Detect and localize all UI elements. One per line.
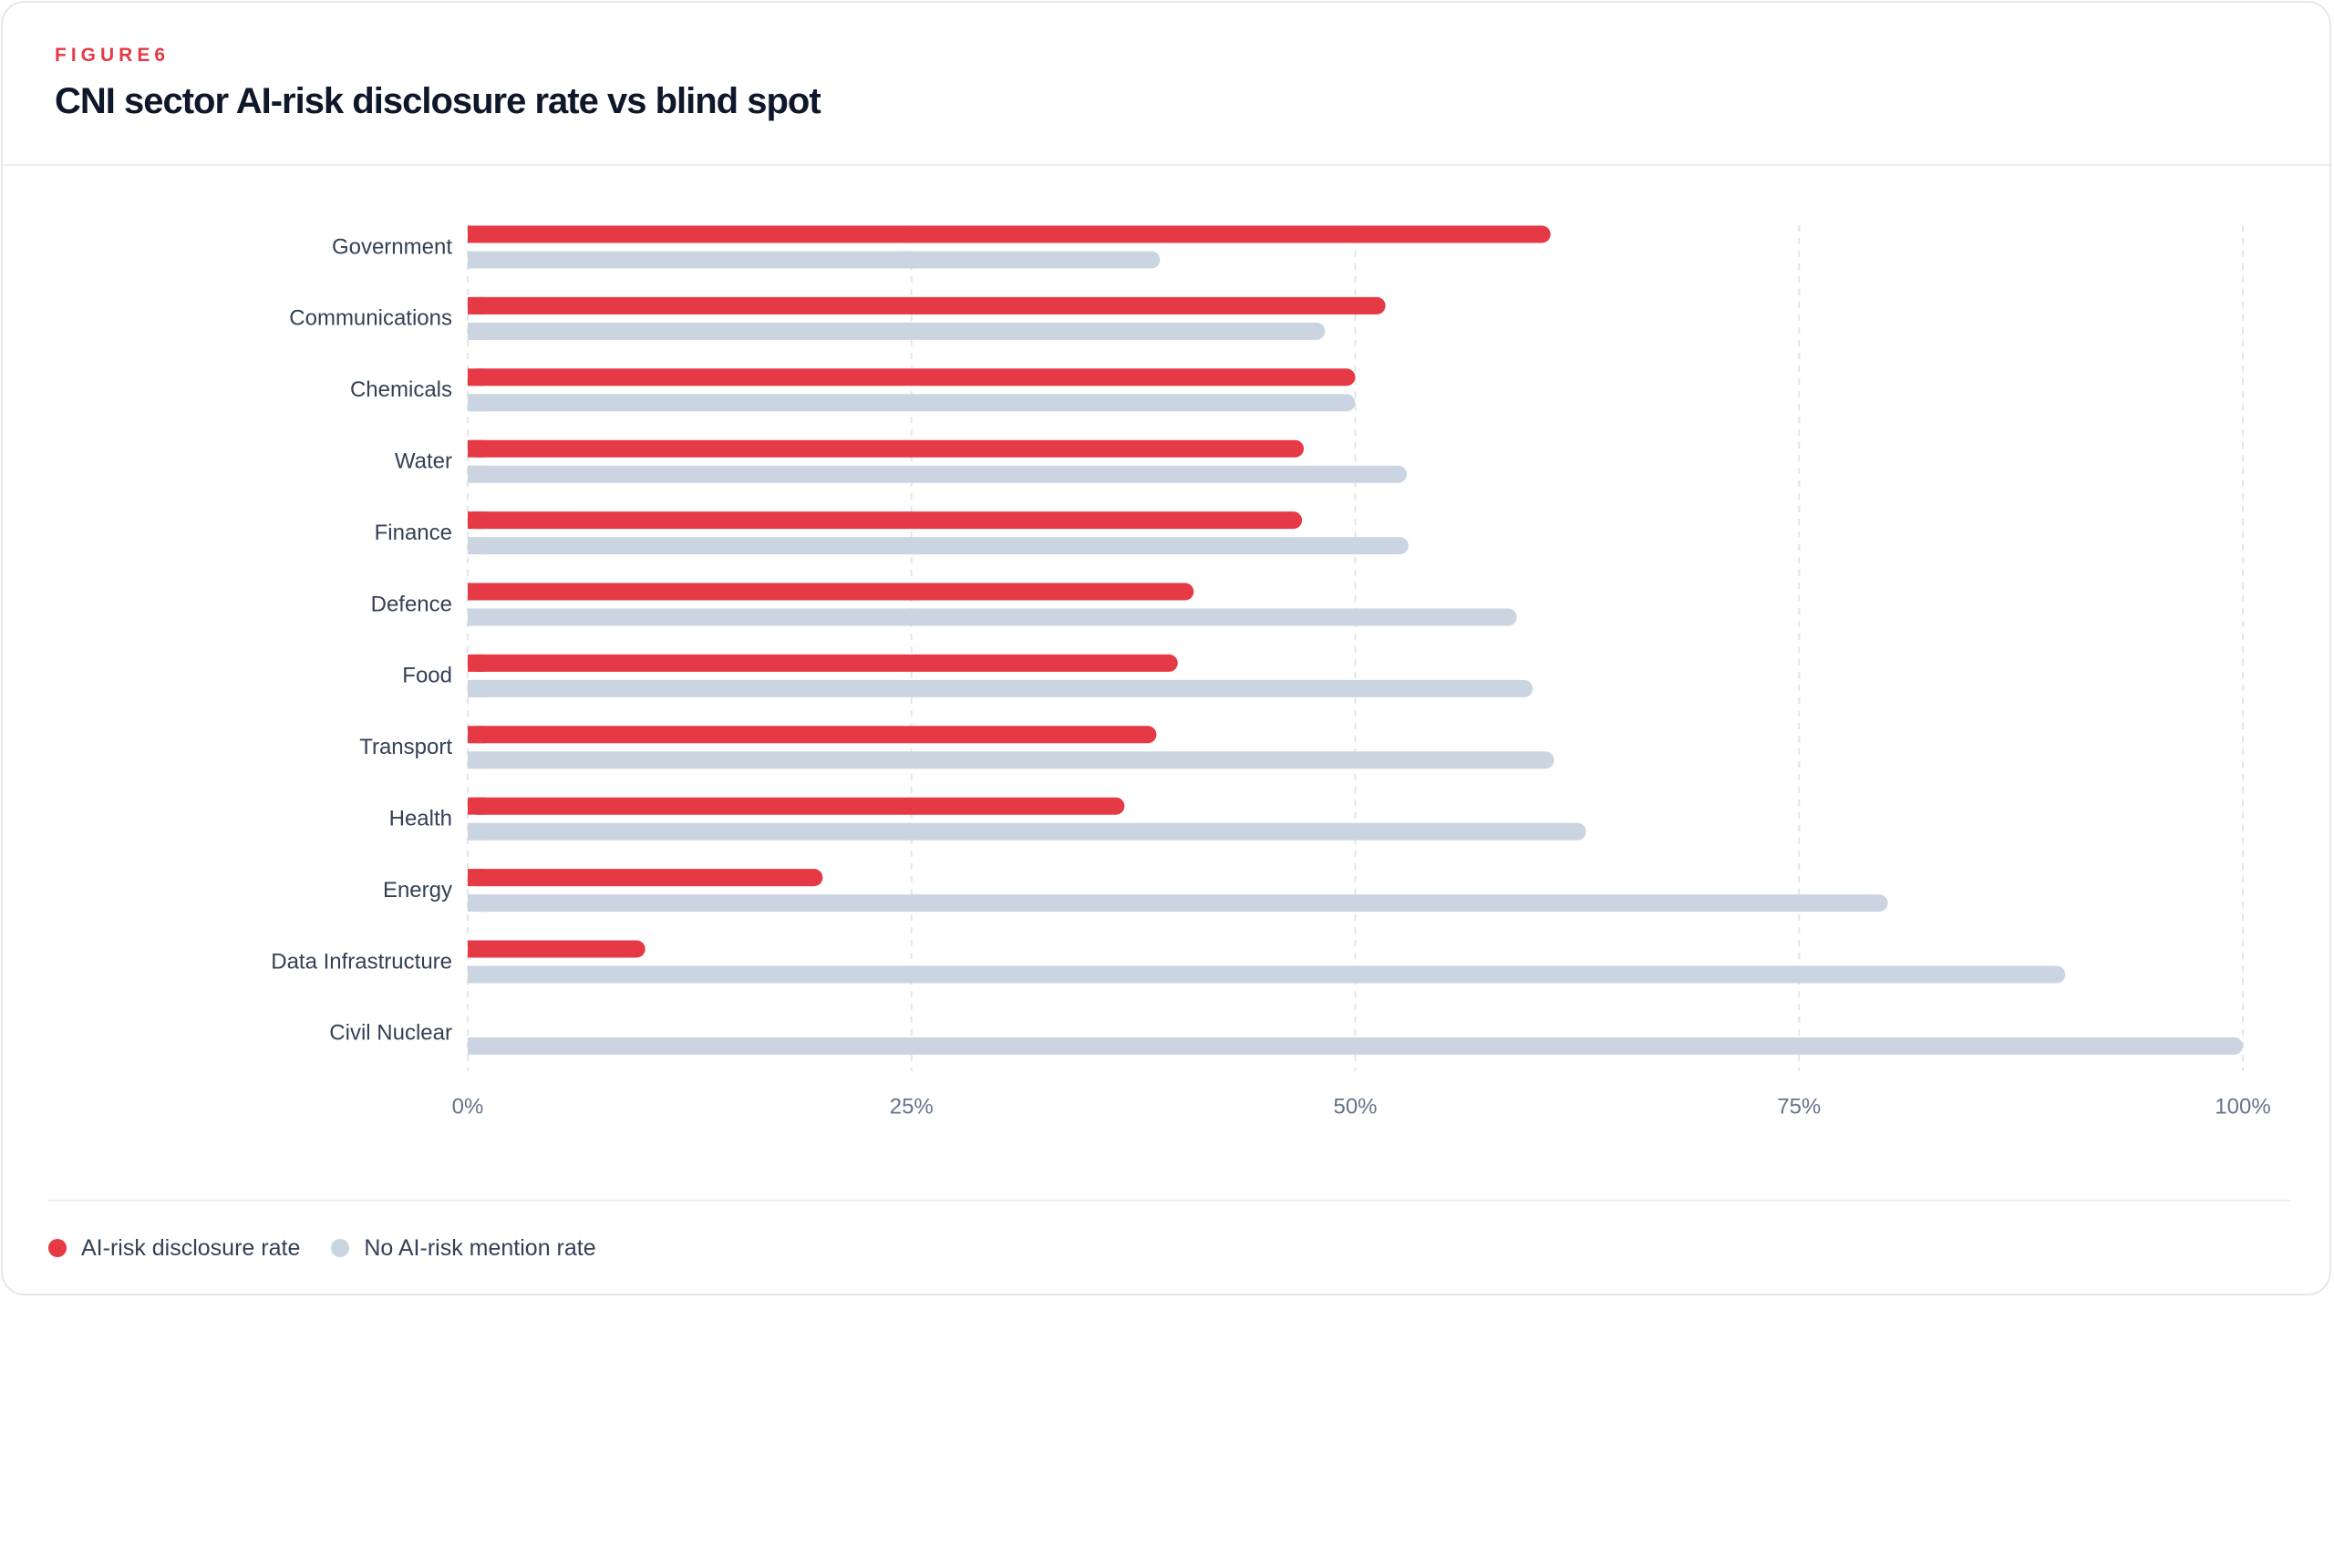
bar-no-mention[interactable] [468, 322, 1326, 340]
bar-no-mention-base [468, 537, 485, 555]
bar-disclosure-base [468, 654, 485, 672]
bar-disclosure-base [468, 726, 485, 744]
legend-label-no-mention: No AI-risk mention rate [364, 1234, 596, 1261]
figure-label: FIGURE6 [55, 45, 170, 66]
category-label: Health [389, 807, 452, 831]
bar-disclosure[interactable] [468, 296, 1386, 315]
bar-no-mention-base [468, 965, 485, 984]
category-label: Water [395, 449, 452, 474]
category-label: Government [332, 234, 452, 259]
bar-disclosure[interactable] [468, 797, 1125, 815]
x-axis-ticks: 0% 25% 50% 75% 100% [452, 1094, 2271, 1119]
bar-disclosure-base [468, 940, 485, 958]
grid-lines [467, 225, 2244, 1071]
bar-disclosure[interactable] [468, 726, 1157, 744]
category-label: Finance [375, 521, 452, 545]
figure-card: FIGURE6 CNI sector AI-risk disclosure ra… [1, 1, 2331, 1295]
bar-no-mention[interactable] [468, 751, 1554, 769]
bar-no-mention-base [468, 394, 485, 412]
category-label: Transport [359, 735, 452, 759]
bar-disclosure[interactable] [468, 940, 645, 958]
bar-no-mention-base [468, 1037, 485, 1055]
legend-item-disclosure[interactable]: AI-risk disclosure rate [48, 1235, 300, 1262]
x-tick-label: 100% [2215, 1094, 2270, 1119]
bar-no-mention[interactable] [468, 822, 1586, 841]
x-tick-label: 25% [890, 1094, 934, 1119]
x-tick-label: 75% [1777, 1094, 1821, 1119]
chart-area: Government Communications Chemicals Water Fi… [3, 167, 2333, 1170]
legend-dot-disclosure [48, 1239, 67, 1257]
bar-disclosure-base [468, 797, 485, 815]
category-label: Food [402, 664, 452, 688]
bar-disclosure-base [468, 225, 485, 243]
bar-disclosure-base [468, 439, 485, 458]
bar-disclosure-base [468, 296, 485, 315]
category-label: Chemicals [350, 377, 452, 402]
bars [468, 225, 2243, 1055]
legend: AI-risk disclosure rate No AI-risk menti… [48, 1232, 627, 1264]
bar-no-mention[interactable] [468, 251, 1161, 269]
category-label: Civil Nuclear [329, 1021, 452, 1046]
legend-dot-no-mention [331, 1239, 350, 1257]
bar-no-mention-base [468, 894, 485, 913]
bar-disclosure-base [468, 583, 485, 601]
bar-no-mention-base [468, 822, 485, 841]
bar-disclosure-base [468, 368, 485, 387]
legend-divider [48, 1200, 2291, 1202]
bar-no-mention[interactable] [468, 965, 2066, 984]
x-tick-label: 0% [452, 1094, 484, 1119]
bar-disclosure[interactable] [468, 368, 1356, 387]
bar-no-mention[interactable] [468, 608, 1517, 626]
category-label: Data Infrastructure [271, 949, 452, 974]
bar-chart: Government Communications Chemicals Water Fi… [271, 225, 2271, 1119]
legend-label-disclosure: AI-risk disclosure rate [81, 1234, 301, 1261]
bar-no-mention-base [468, 465, 485, 483]
bar-no-mention[interactable] [468, 537, 1409, 555]
bar-disclosure[interactable] [468, 439, 1305, 458]
category-labels: Government Communications Chemicals Water Fi… [271, 234, 452, 1045]
figure-header: FIGURE6 CNI sector AI-risk disclosure ra… [3, 3, 2329, 166]
bar-no-mention[interactable] [468, 1037, 2243, 1055]
bar-no-mention[interactable] [468, 894, 1888, 913]
bar-disclosure[interactable] [468, 511, 1303, 530]
x-tick-label: 50% [1333, 1094, 1377, 1119]
bar-no-mention-base [468, 251, 485, 269]
bar-no-mention-base [468, 608, 485, 626]
bar-no-mention[interactable] [468, 679, 1534, 697]
chart-title: CNI sector AI-risk disclosure rate vs bl… [55, 81, 821, 121]
bar-disclosure[interactable] [468, 225, 1551, 243]
bar-disclosure-base [468, 511, 485, 530]
legend-item-no-mention[interactable]: No AI-risk mention rate [331, 1234, 596, 1262]
bar-no-mention-base [468, 679, 485, 697]
bar-disclosure[interactable] [468, 654, 1178, 672]
category-label: Communications [289, 306, 452, 331]
bar-no-mention[interactable] [468, 394, 1356, 412]
category-label: Defence [371, 592, 452, 616]
bar-no-mention-base [468, 322, 485, 340]
bar-disclosure-base [468, 869, 485, 887]
bar-no-mention[interactable] [468, 465, 1407, 483]
bar-no-mention-base [468, 751, 485, 769]
bar-disclosure[interactable] [468, 583, 1194, 601]
category-label: Energy [383, 878, 452, 903]
bar-disclosure[interactable] [468, 869, 823, 887]
